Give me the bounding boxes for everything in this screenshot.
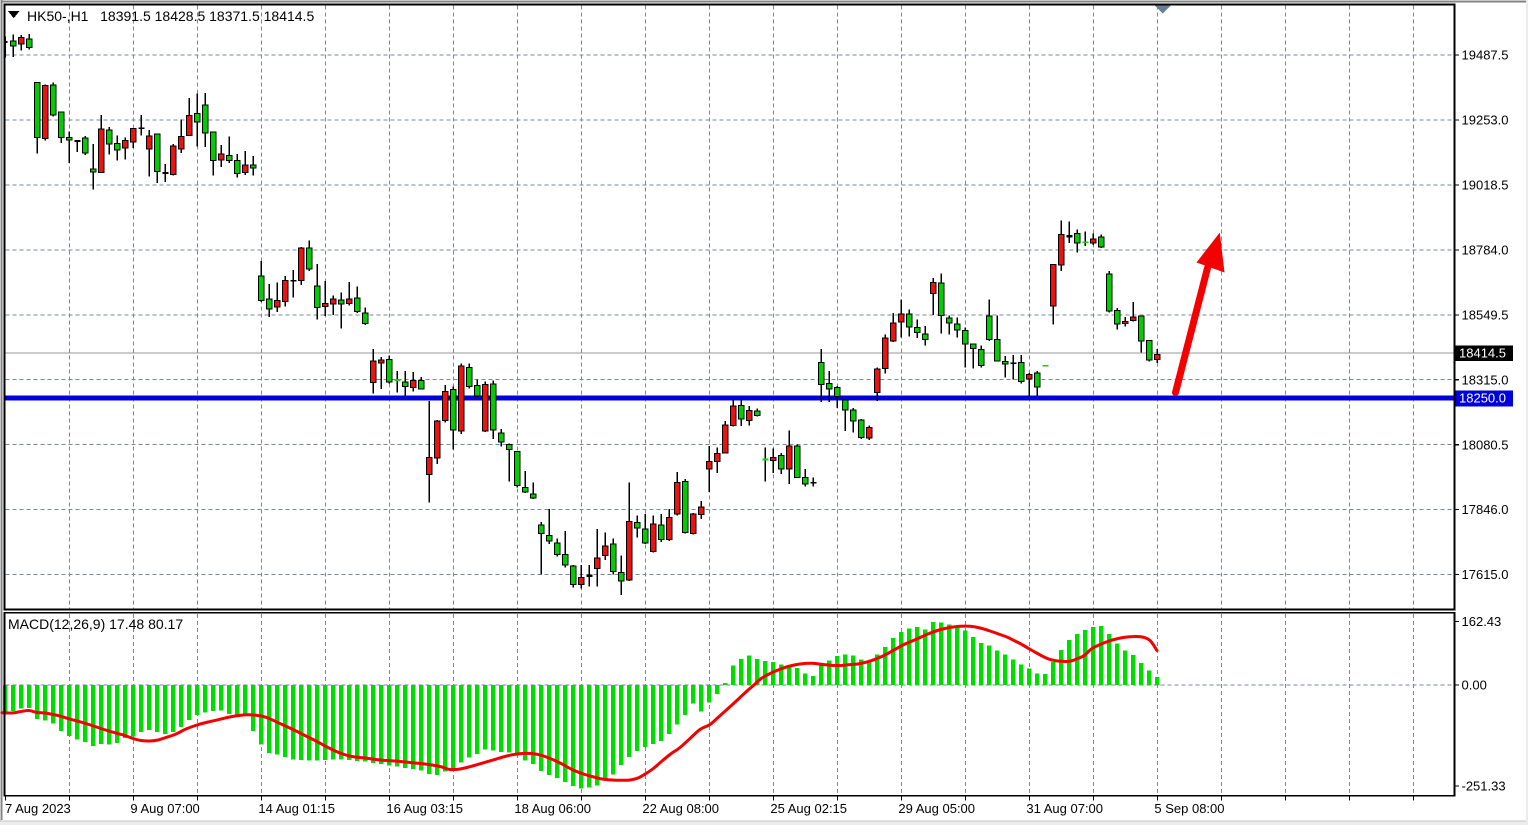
svg-text:9 Aug 07:00: 9 Aug 07:00 [130,801,199,816]
svg-text:HK50-,H1 18391.5 18428.5 183: HK50-,H1 18391.5 18428.5 18371.5 18414.5 [27,8,314,24]
svg-text:0.00: 0.00 [1462,678,1487,693]
svg-text:162.43: 162.43 [1462,614,1502,629]
svg-text:29 Aug 05:00: 29 Aug 05:00 [898,801,975,816]
svg-text:MACD(12,26,9) 17.48 80.17: MACD(12,26,9) 17.48 80.17 [8,616,183,632]
svg-text:18784.0: 18784.0 [1462,242,1509,257]
svg-text:18414.5: 18414.5 [1459,346,1506,361]
svg-text:14 Aug 01:15: 14 Aug 01:15 [258,801,335,816]
svg-text:19018.5: 19018.5 [1462,178,1509,193]
svg-text:5 Sep 08:00: 5 Sep 08:00 [1154,801,1224,816]
svg-text:17846.0: 17846.0 [1462,502,1509,517]
svg-text:18315.0: 18315.0 [1462,372,1509,387]
svg-text:17615.0: 17615.0 [1462,567,1509,582]
svg-text:18549.5: 18549.5 [1462,307,1509,322]
svg-text:25 Aug 02:15: 25 Aug 02:15 [770,801,847,816]
svg-text:31 Aug 07:00: 31 Aug 07:00 [1026,801,1103,816]
svg-text:19253.0: 19253.0 [1462,113,1509,128]
svg-text:-251.33: -251.33 [1462,779,1506,794]
svg-text:7 Aug 2023: 7 Aug 2023 [5,801,71,816]
svg-text:18250.0: 18250.0 [1459,391,1506,406]
svg-text:19487.5: 19487.5 [1462,48,1509,63]
svg-text:22 Aug 08:00: 22 Aug 08:00 [642,801,719,816]
svg-text:18080.5: 18080.5 [1462,437,1509,452]
svg-text:18 Aug 06:00: 18 Aug 06:00 [514,801,591,816]
svg-text:16 Aug 03:15: 16 Aug 03:15 [386,801,463,816]
